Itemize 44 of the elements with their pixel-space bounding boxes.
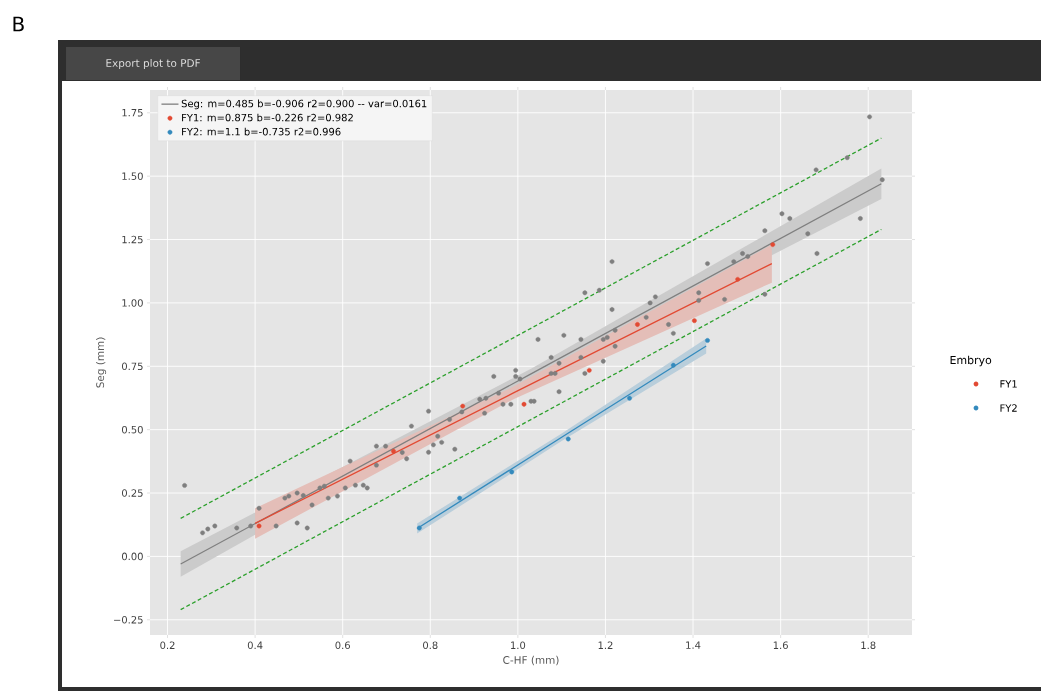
point (565, 436, 571, 442)
point (586, 367, 592, 373)
point (509, 469, 515, 475)
x-tick-label: 1.2 (598, 641, 613, 649)
point (416, 525, 422, 531)
point (691, 318, 697, 324)
x-tick-label: 1.0 (511, 641, 526, 650)
y-tick-label: −0.25 (114, 616, 143, 624)
y-tick-label: 1.25 (122, 235, 143, 244)
y-tick-label: 0.50 (121, 425, 143, 434)
y-tick-label: 0.25 (121, 489, 143, 497)
point (670, 362, 676, 368)
y-tick-label: 1.00 (122, 299, 143, 307)
x-axis-title: C-HF (mm) (503, 655, 559, 666)
legend-title: Embryo (950, 355, 992, 367)
point (627, 395, 632, 401)
x-tick-label: 1.4 (686, 641, 701, 649)
x-tick-label: 0.2 (160, 641, 175, 650)
x-tick-label: 1.6 (773, 641, 788, 650)
text: B (13, 16, 24, 32)
x-tick-label: 0.8 (423, 641, 438, 650)
text: Export plot to PDF (106, 58, 200, 70)
point (256, 523, 262, 529)
y-tick-label: 0.75 (121, 362, 143, 371)
x-tick-label: 0.6 (335, 641, 350, 650)
y-axis-title: Seg (mm) (96, 337, 107, 388)
text: FY2 (1000, 404, 1017, 412)
point (635, 322, 640, 327)
point (705, 338, 710, 343)
x-tick-label: 0.4 (247, 641, 263, 650)
point (460, 403, 466, 409)
legend-label: Seg: m=0.485 b=-0.906 r2=0.900 -- var=0.0161 (181, 99, 427, 110)
point (770, 242, 776, 247)
y-tick-label: 0.00 (121, 552, 143, 561)
point (521, 401, 527, 407)
legend-label: FY2: m=1.1 b=-0.735 r2=0.996 (182, 127, 341, 136)
x-tick-label: 1.8 (861, 641, 876, 650)
point (735, 276, 741, 282)
y-tick-label: 1.50 (122, 172, 143, 180)
point (391, 448, 396, 454)
y-tick-label: 1.75 (122, 109, 143, 117)
point (457, 495, 463, 501)
legend-label: FY1: m=0.875 b=-0.226 r2=0.982 (182, 113, 353, 122)
text: FY1 (1000, 380, 1017, 388)
